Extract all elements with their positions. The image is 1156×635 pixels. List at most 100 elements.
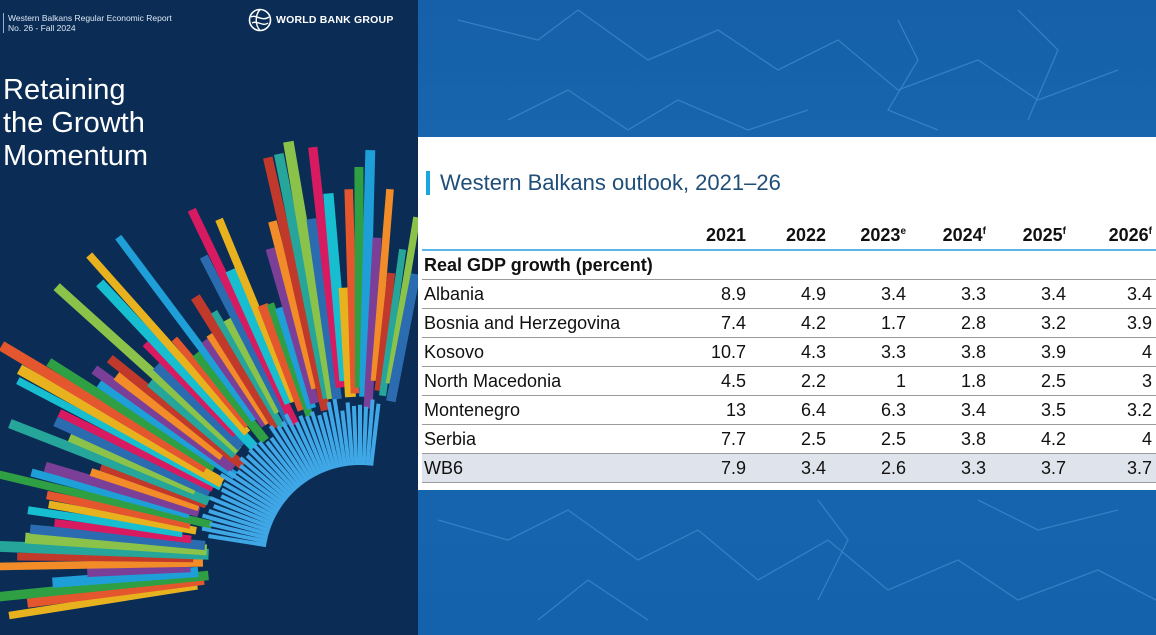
table-title: Western Balkans outlook, 2021–26 (426, 171, 781, 195)
sunburst-ray (359, 149, 376, 397)
table-row: Serbia 7.7 2.5 2.5 3.8 4.2 4 (422, 424, 1156, 454)
growth-value: 7.7 (688, 424, 750, 454)
table-row-total: WB6 7.9 3.4 2.6 3.3 3.7 3.7 (422, 453, 1156, 483)
growth-value: 4.3 (750, 337, 830, 367)
growth-value: 3.9 (990, 337, 1070, 367)
column-header: 2021 (688, 221, 750, 251)
sunburst-ray (266, 302, 314, 418)
sunburst-inner-ray (298, 415, 326, 473)
growth-value: 3.2 (990, 308, 1070, 338)
sunburst-ray (46, 358, 217, 472)
growth-value: 2.8 (910, 308, 990, 338)
map-outline-graphic (437, 9, 1156, 621)
sunburst-inner-ray (201, 526, 268, 544)
table-row: Bosnia and Herzegovina 7.4 4.2 1.7 2.8 3.2 3.9 (422, 308, 1156, 338)
sunburst-ray (191, 294, 282, 430)
sunburst-ray (8, 582, 198, 620)
sunburst-ray (215, 217, 299, 404)
sunburst-ray (30, 468, 191, 519)
growth-value: 2.2 (750, 366, 830, 396)
table-row: Albania 8.9 4.9 3.4 3.3 3.4 3.4 (422, 279, 1156, 309)
growth-value: 3.8 (910, 337, 990, 367)
growth-value: 3.3 (910, 453, 990, 483)
sunburst-ray (211, 309, 285, 429)
growth-value: 3.5 (990, 395, 1070, 425)
column-header: 2024f (910, 221, 990, 251)
sunburst-ray (86, 252, 251, 436)
sunburst-ray (274, 306, 317, 410)
sunburst-inner-ray (220, 487, 277, 519)
sunburst-inner-ray (209, 521, 269, 540)
sunburst-inner-ray (208, 508, 271, 533)
sunburst-ray (0, 341, 209, 473)
growth-value: 3.4 (910, 395, 990, 425)
sunburst-inner-ray (222, 481, 279, 516)
outlook-table: 2021 2022 2023e 2024f 2025f 2026f Real G… (422, 221, 1156, 483)
column-header: 2026f (1070, 221, 1156, 251)
report-label: Western Balkans Regular Economic Report … (3, 13, 172, 33)
growth-value: 4.2 (750, 308, 830, 338)
growth-value: 1 (830, 366, 910, 396)
sunburst-ray (29, 524, 206, 551)
report-cover: Western Balkans Regular Economic Report … (0, 0, 418, 635)
sunburst-ray (354, 166, 365, 388)
growth-value: 4.2 (990, 424, 1070, 454)
sunburst-ray (52, 566, 199, 588)
sunburst-ray (142, 341, 238, 437)
country-name: WB6 (422, 453, 688, 483)
outlook-table-card: Western Balkans outlook, 2021–26 2021 20… (418, 137, 1156, 490)
sunburst-ray (323, 192, 350, 382)
sunburst-ray (283, 140, 338, 400)
country-name: Montenegro (422, 395, 688, 425)
growth-value: 1.7 (830, 308, 910, 338)
sunburst-ray (385, 216, 418, 385)
growth-value: 3.2 (1070, 395, 1156, 425)
sunburst-ray (57, 409, 215, 492)
growth-value: 2.6 (830, 453, 910, 483)
growth-value: 3 (1070, 366, 1156, 396)
sunburst-inner-ray (208, 534, 267, 548)
sunburst-ray (308, 146, 345, 389)
report-issue: No. 26 - Fall 2024 (8, 23, 76, 33)
sunburst-ray (265, 247, 320, 405)
sunburst-inner-ray (201, 513, 270, 537)
sunburst-inner-ray (213, 504, 272, 529)
country-name: Kosovo (422, 337, 688, 367)
sunburst-ray (152, 362, 245, 451)
growth-value: 3.4 (1070, 279, 1156, 309)
sunburst-ray (386, 273, 418, 403)
sunburst-ray (113, 370, 227, 461)
cover-title: Retaining the Growth Momentum (3, 74, 148, 173)
sunburst-ray (87, 563, 191, 577)
cover-title-line: the Growth (3, 107, 145, 139)
sunburst-ray (374, 272, 396, 392)
growth-value: 2.5 (830, 424, 910, 454)
sunburst-ray (263, 156, 331, 412)
sunburst-ray (273, 153, 333, 400)
country-name: Serbia (422, 424, 688, 454)
sunburst-inner-ray (283, 413, 319, 477)
sunburst-ray (54, 518, 192, 544)
sunburst-ray (24, 532, 208, 556)
growth-value: 4.5 (688, 366, 750, 396)
sunburst-ray (257, 302, 308, 412)
growth-value: 3.4 (750, 453, 830, 483)
table-row: Montenegro 13 6.4 6.3 3.4 3.5 3.2 (422, 395, 1156, 425)
growth-value: 3.3 (910, 279, 990, 309)
table-row: North Macedonia 4.5 2.2 1 1.8 2.5 3 (422, 366, 1156, 396)
sunburst-ray (146, 377, 240, 459)
growth-value: 3.9 (1070, 308, 1156, 338)
sunburst-inner-ray (239, 464, 287, 503)
growth-value: 13 (688, 395, 750, 425)
sunburst-ray (99, 463, 208, 509)
growth-value: 3.4 (830, 279, 910, 309)
sunburst-inner-ray (351, 405, 359, 466)
sunburst-ray (306, 218, 342, 400)
sunburst-ray (223, 317, 283, 415)
sunburst-inner-ray (257, 440, 300, 490)
sunburst-inner-ray (294, 421, 323, 475)
sunburst-inner-ray (280, 420, 316, 479)
globe-icon (248, 8, 272, 32)
growth-value: 10.7 (688, 337, 750, 367)
sunburst-ray (0, 540, 209, 560)
